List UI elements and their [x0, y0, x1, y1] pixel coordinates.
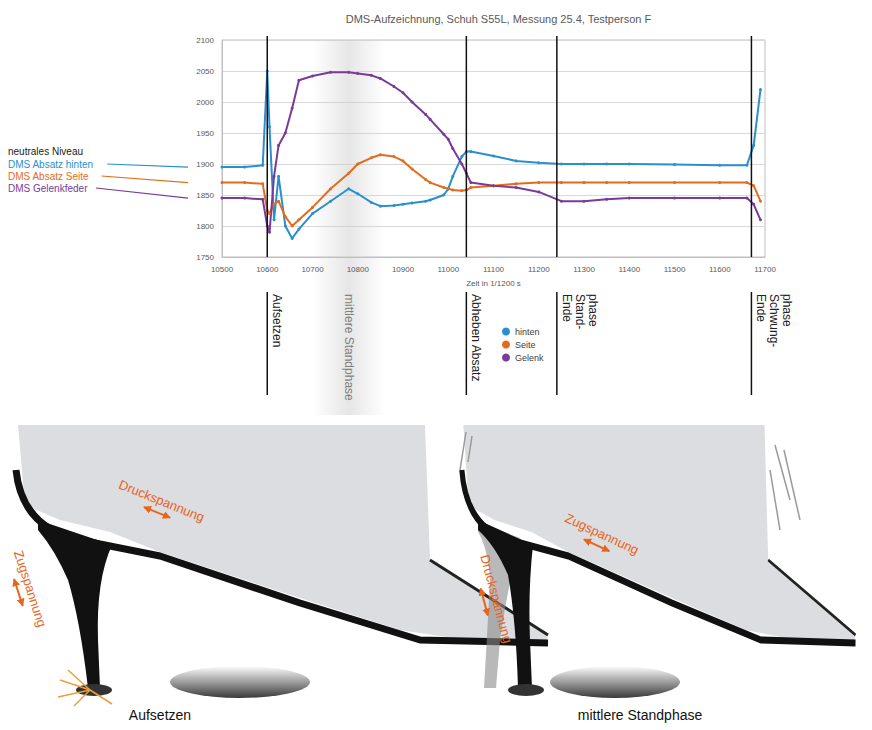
svg-text:10500: 10500 — [211, 265, 234, 274]
svg-text:2100: 2100 — [196, 36, 214, 45]
html-text:Ende Schwung- phase: Ende Schwung- phase — [754, 294, 795, 348]
svg-text:Seite: Seite — [515, 340, 536, 350]
svg-text:11200: 11200 — [528, 265, 550, 274]
svg-text:1850: 1850 — [196, 191, 214, 200]
svg-text:1750: 1750 — [196, 253, 214, 262]
svg-text:Druckspannung: Druckspannung — [117, 477, 207, 525]
svg-text:2050: 2050 — [196, 67, 214, 76]
svg-text:Zeit in 1/1200 s: Zeit in 1/1200 s — [466, 279, 521, 288]
svg-text:DMS Gelenkfeder: DMS Gelenkfeder — [8, 183, 88, 194]
html-text:Abheben Absatz: Abheben Absatz — [469, 294, 484, 382]
svg-text:mittlere Standphase: mittlere Standphase — [578, 707, 703, 723]
svg-text:11500: 11500 — [664, 265, 686, 274]
svg-text:Zugspannung: Zugspannung — [563, 510, 641, 557]
svg-text:11000: 11000 — [437, 265, 459, 274]
html-text:Aufsetzen: Aufsetzen — [270, 294, 285, 348]
svg-text:11300: 11300 — [573, 265, 595, 274]
svg-text:1800: 1800 — [196, 222, 214, 231]
svg-text:DMS-Aufzeichnung, Schuh S55L,: DMS-Aufzeichnung, Schuh S55L, Messung 25… — [346, 13, 652, 25]
svg-text:hinten: hinten — [515, 327, 540, 337]
svg-text:11600: 11600 — [709, 265, 731, 274]
svg-text:Gelenk: Gelenk — [515, 353, 544, 363]
svg-text:11700: 11700 — [754, 265, 776, 274]
svg-text:DMS Absatz hinten: DMS Absatz hinten — [8, 159, 93, 170]
svg-text:10600: 10600 — [256, 265, 279, 274]
html-text:mittlere Standphase: mittlere Standphase — [341, 294, 356, 401]
svg-text:Aufsetzen: Aufsetzen — [129, 707, 191, 723]
svg-text:DMS Absatz Seite: DMS Absatz Seite — [8, 171, 89, 182]
svg-text:10900: 10900 — [392, 265, 415, 274]
svg-text:1950: 1950 — [196, 129, 214, 138]
svg-text:11100: 11100 — [483, 265, 505, 274]
svg-text:10800: 10800 — [347, 265, 370, 274]
svg-text:11400: 11400 — [618, 265, 640, 274]
html-text:Ende Stand- phase: Ende Stand- phase — [559, 294, 600, 330]
svg-text:1900: 1900 — [196, 160, 214, 169]
svg-text:neutrales Niveau: neutrales Niveau — [8, 146, 83, 157]
svg-text:2000: 2000 — [196, 98, 214, 107]
svg-text:Zugspannung: Zugspannung — [11, 548, 50, 628]
svg-text:Druckspannung: Druckspannung — [477, 553, 515, 645]
svg-text:10700: 10700 — [301, 265, 324, 274]
